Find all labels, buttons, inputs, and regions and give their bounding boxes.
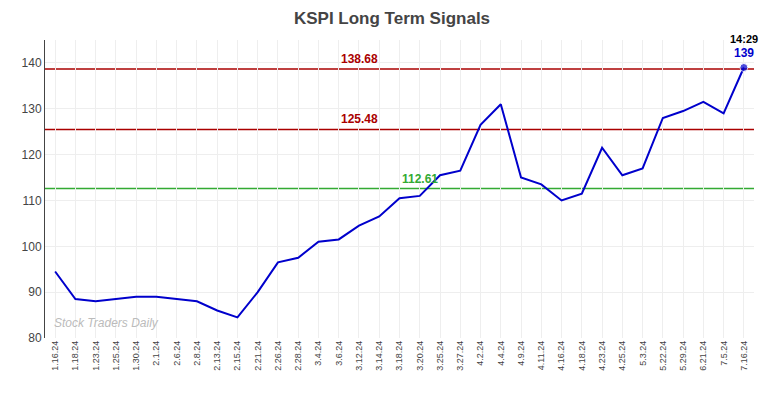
svg-text:110: 110 [22,194,41,208]
svg-text:140: 140 [22,56,42,70]
svg-text:3.14.24: 3.14.24 [374,341,384,371]
svg-text:139: 139 [734,46,754,60]
svg-text:5.3.24: 5.3.24 [638,341,648,366]
svg-text:Stock Traders Daily: Stock Traders Daily [54,316,159,330]
svg-text:3.4.24: 3.4.24 [313,341,323,366]
svg-text:7.5.24: 7.5.24 [719,341,729,366]
svg-text:130: 130 [22,102,42,116]
svg-text:4.16.24: 4.16.24 [556,341,566,371]
svg-text:2.21.24: 2.21.24 [253,341,263,371]
svg-text:6.21.24: 6.21.24 [698,341,708,371]
svg-text:1.18.24: 1.18.24 [70,341,80,371]
svg-text:1.23.24: 1.23.24 [91,341,101,371]
svg-text:4.25.24: 4.25.24 [617,341,627,371]
svg-text:3.12.24: 3.12.24 [354,341,364,371]
svg-text:4.9.24: 4.9.24 [516,341,526,366]
svg-text:80: 80 [28,331,42,345]
svg-text:7.16.24: 7.16.24 [739,341,749,371]
svg-text:5.29.24: 5.29.24 [678,341,688,371]
svg-text:3.6.24: 3.6.24 [334,341,344,366]
svg-text:3.25.24: 3.25.24 [435,341,445,371]
svg-text:90: 90 [28,285,42,299]
svg-text:3.18.24: 3.18.24 [394,341,404,371]
svg-text:4.23.24: 4.23.24 [597,341,607,371]
svg-text:14:29: 14:29 [730,33,758,45]
svg-text:120: 120 [22,148,42,162]
svg-text:2.1.24: 2.1.24 [151,341,161,366]
svg-text:2.13.24: 2.13.24 [212,341,222,371]
svg-text:4.2.24: 4.2.24 [475,341,485,366]
svg-text:2.6.24: 2.6.24 [172,341,182,366]
svg-text:2.26.24: 2.26.24 [273,341,283,371]
svg-text:5.22.24: 5.22.24 [658,341,668,371]
svg-text:3.27.24: 3.27.24 [455,341,465,371]
svg-text:4.4.24: 4.4.24 [496,341,506,366]
svg-text:2.8.24: 2.8.24 [192,341,202,366]
svg-text:1.25.24: 1.25.24 [111,341,121,371]
svg-text:125.48: 125.48 [341,112,378,126]
svg-text:2.15.24: 2.15.24 [232,341,242,371]
svg-text:1.30.24: 1.30.24 [131,341,141,371]
svg-text:2.28.24: 2.28.24 [293,341,303,371]
svg-text:100: 100 [22,240,42,254]
svg-text:KSPI Long Term Signals: KSPI Long Term Signals [294,9,490,28]
svg-text:138.68: 138.68 [341,52,378,66]
svg-text:4.18.24: 4.18.24 [577,341,587,371]
svg-text:3.20.24: 3.20.24 [415,341,425,371]
svg-text:1.16.24: 1.16.24 [50,341,60,371]
svg-text:4.11.24: 4.11.24 [536,341,546,370]
svg-text:112.61: 112.61 [402,172,438,186]
